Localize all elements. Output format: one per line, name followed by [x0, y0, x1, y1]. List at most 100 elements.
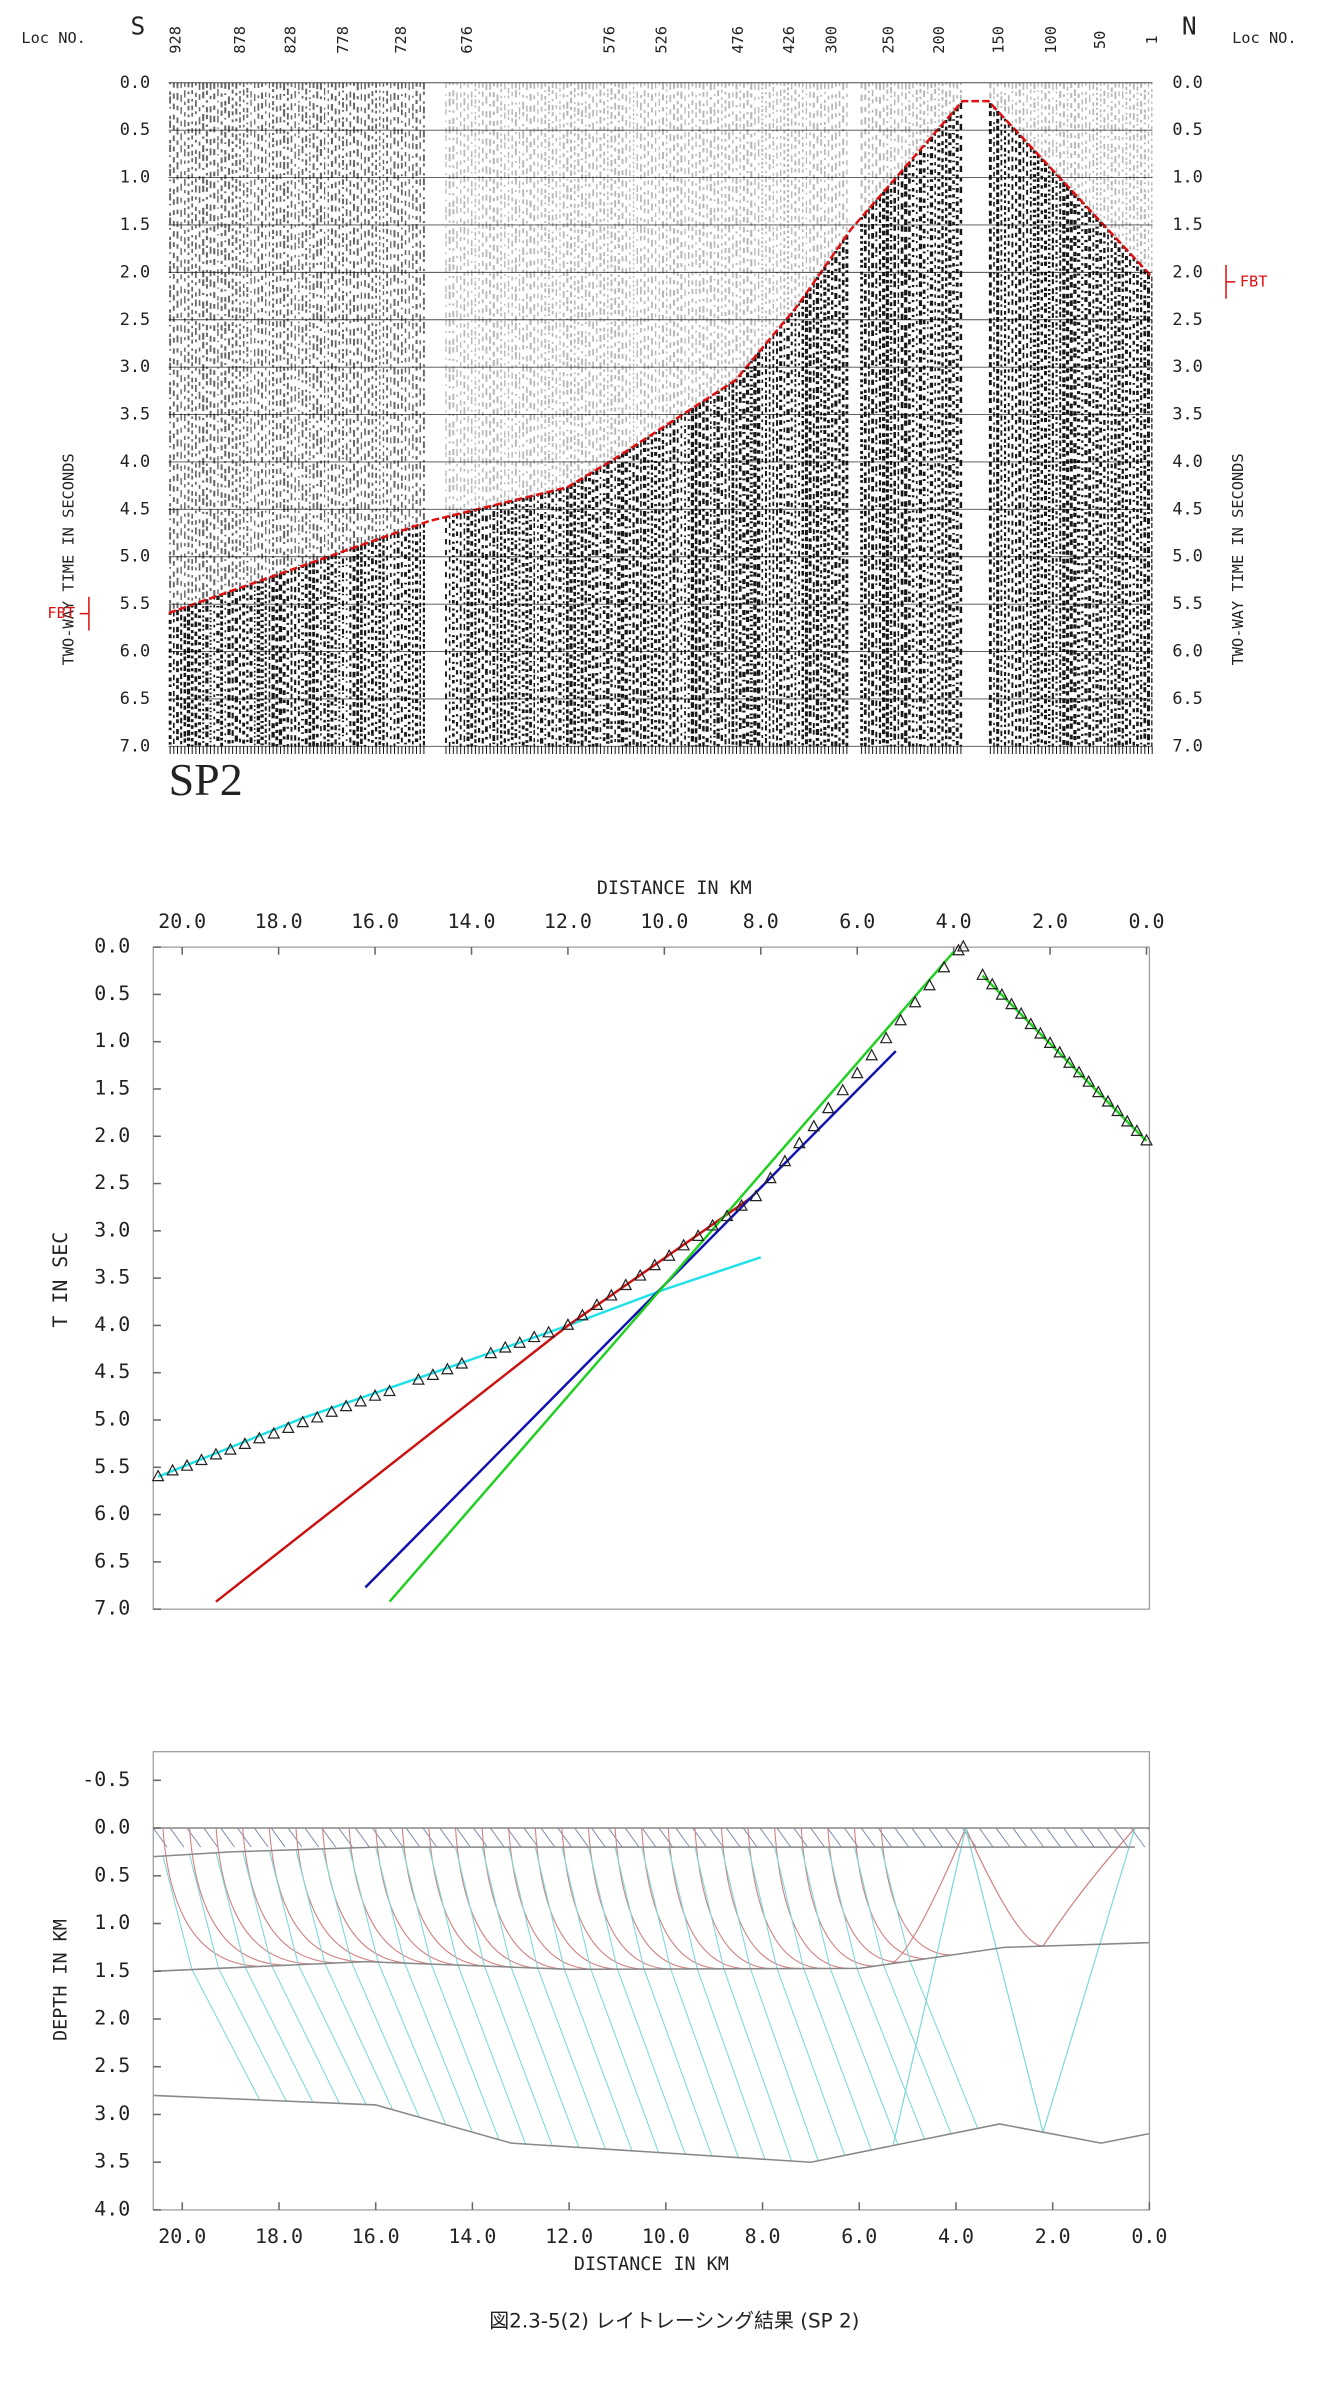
hatch: [304, 1827, 320, 1848]
observed-pick: [633, 1268, 647, 1281]
loc-number: 778: [334, 26, 352, 54]
observed-pick: [908, 995, 922, 1008]
loc-label-left: Loc NO.: [21, 29, 86, 47]
observed-pick: [995, 987, 1009, 1000]
observed-pick: [807, 1119, 821, 1132]
y-tick-label: 3.0: [94, 1218, 130, 1241]
hatch: [742, 1827, 758, 1848]
first-break-pick: [168, 99, 1153, 615]
record-section: [168, 82, 1153, 747]
observed-pick: [166, 1463, 179, 1476]
end-label-left: S: [131, 12, 146, 41]
observed-pick: [1101, 1094, 1115, 1107]
x-tick-label: 8.0: [745, 2225, 781, 2248]
ray-refracted: [892, 1827, 967, 2146]
x-tick-label: 18.0: [255, 910, 303, 933]
ray-refracted: [827, 1847, 926, 2140]
y-tick-label: 6.5: [1172, 688, 1202, 708]
loc-number: 150: [990, 26, 1008, 54]
observed-pick: [383, 1384, 396, 1397]
loc-number: 878: [231, 26, 249, 54]
observed-pick: [1120, 1114, 1134, 1127]
y-tick-label: 3.0: [120, 356, 150, 376]
y-tick-label: 7.0: [94, 1597, 130, 1620]
hatch: [321, 1827, 337, 1848]
loc-number: 728: [392, 26, 410, 54]
hatch: [995, 1827, 1011, 1848]
observed-pick: [484, 1346, 498, 1359]
observed-pick: [1034, 1026, 1047, 1039]
observed-pick: [354, 1394, 367, 1407]
loc-number: 50: [1091, 31, 1109, 49]
y-tick-label: 6.0: [1172, 641, 1202, 661]
hatch: [928, 1827, 943, 1848]
hatch: [355, 1827, 370, 1848]
y-tick-label: 1.5: [120, 214, 150, 234]
y-tick-label: 4.5: [94, 1360, 130, 1383]
observed-pick: [677, 1238, 691, 1251]
pick-label: FBT: [47, 604, 75, 622]
y-tick-label: 1.5: [94, 1076, 130, 1099]
observed-pick: [619, 1278, 633, 1291]
y-tick-label: 0.0: [94, 935, 130, 958]
observed-pick: [1062, 1056, 1076, 1068]
y-tick-label: 2.0: [94, 2006, 130, 2029]
hatch: [574, 1827, 589, 1848]
y-tick-label: 1.5: [94, 1959, 130, 1982]
hatch: [506, 1827, 522, 1848]
y-tick-label: 2.5: [94, 1171, 130, 1194]
y-tick-label: 0.5: [120, 119, 150, 139]
ray-reflected: [348, 1828, 442, 1966]
y-tick-label: 0.5: [94, 982, 130, 1005]
observed-pick: [720, 1209, 734, 1222]
observed-pick: [426, 1368, 440, 1380]
y-tick-label: 2.5: [120, 309, 150, 329]
observed-pick: [937, 960, 951, 973]
x-tick-label: 6.0: [841, 2225, 877, 2248]
hatch: [254, 1827, 269, 1848]
ray-refracted: [295, 1849, 394, 2110]
y-tick-label: 6.5: [94, 1549, 130, 1572]
observed-pick: [281, 1421, 295, 1433]
x-tick-label: 12.0: [544, 910, 592, 933]
x-axis-label: DISTANCE IN KM: [574, 2254, 729, 2275]
x-tick-label: 2.0: [1035, 2225, 1071, 2248]
loc-number: 476: [729, 26, 747, 54]
loc-number: 676: [458, 26, 476, 54]
hatch: [1012, 1827, 1028, 1848]
observed-pick: [879, 1031, 893, 1044]
hatch: [911, 1827, 927, 1848]
hatch: [153, 1827, 168, 1848]
observed-pick: [180, 1458, 194, 1471]
loc-number: 100: [1042, 26, 1060, 54]
y-tick-label: 4.0: [120, 451, 150, 471]
observed-pick: [590, 1298, 604, 1311]
panel-label: SP2: [169, 754, 243, 805]
observed-pick: [542, 1325, 556, 1338]
hatch: [978, 1827, 994, 1848]
observed-pick: [792, 1136, 806, 1149]
observed-pick: [865, 1048, 879, 1061]
hatch: [675, 1827, 691, 1848]
y-tick-label: 2.5: [94, 2054, 130, 2077]
y-tick-label: 5.5: [1172, 593, 1202, 613]
ray-refracted: [162, 1855, 261, 2101]
hatch: [1113, 1827, 1129, 1848]
x-tick-label: 8.0: [743, 910, 779, 933]
y-tick-label: 0.0: [94, 1816, 130, 1839]
observed-pick: [1130, 1124, 1144, 1136]
loc-number: 300: [823, 26, 841, 54]
hatch: [810, 1827, 825, 1848]
observed-pick: [1072, 1065, 1086, 1078]
hatch: [709, 1827, 724, 1848]
y-tick-label: 2.0: [1172, 261, 1202, 281]
hatch: [759, 1827, 775, 1848]
observed-pick: [209, 1447, 223, 1460]
ray-reflected: [454, 1828, 544, 1969]
observed-pick: [575, 1308, 589, 1321]
ray-reflected: [268, 1828, 365, 1963]
hatch: [591, 1827, 606, 1848]
observed-pick: [527, 1330, 541, 1343]
y-tick-label: 5.5: [120, 593, 150, 613]
observed-pick: [836, 1083, 850, 1096]
